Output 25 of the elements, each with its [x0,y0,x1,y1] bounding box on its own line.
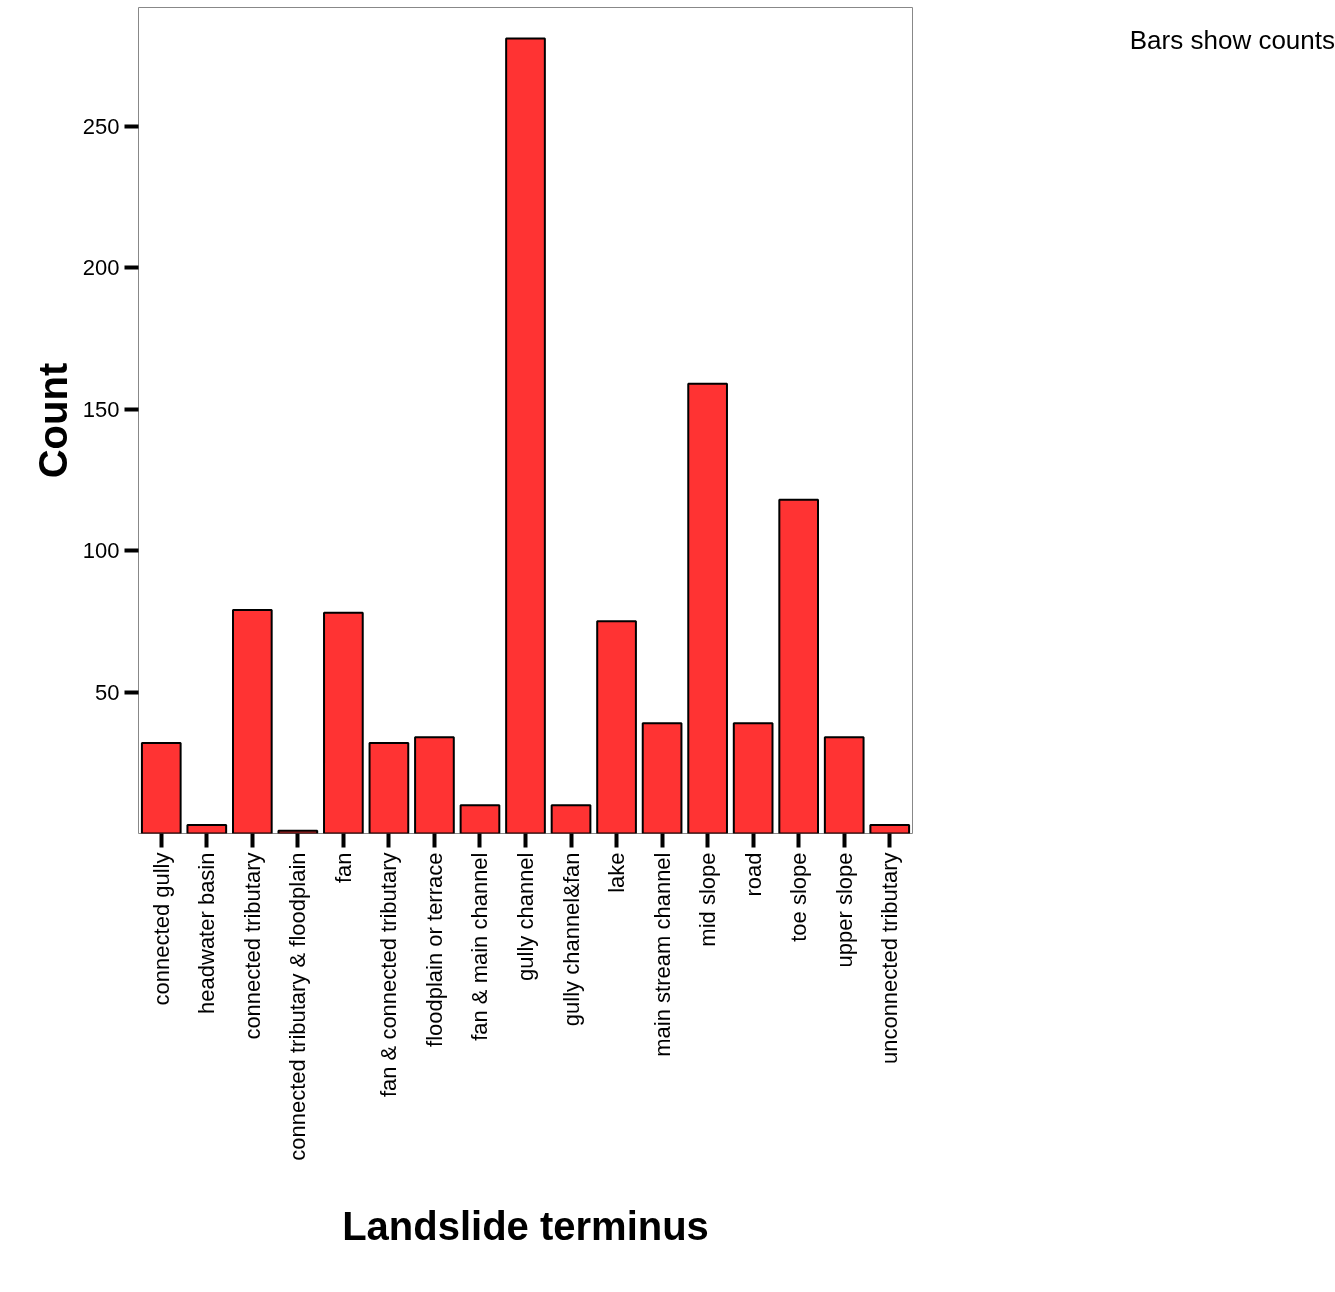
x-tick-label: upper slope [831,852,857,968]
x-tick-label: headwater basin [194,852,220,1014]
x-tick-label: unconnected tributary [877,852,903,1065]
text: Bars show counts [1129,24,1335,57]
y-tick-label: 250 [82,113,120,139]
x-tick-label: connected tributary & floodplain [285,852,311,1161]
x-axis-title: Landslide terminus [342,1203,709,1248]
y-tick-label: 200 [82,255,120,281]
y-axis-title: Count [30,362,75,479]
y-tick-label: 150 [82,396,120,422]
x-tick-label: floodplain or terrace [421,852,447,1047]
x-tick-label: road [740,852,766,897]
x-tick-label: toe slope [786,852,812,942]
y-tick-label: 50 [95,679,120,705]
x-tick-label: lake [604,852,630,893]
x-tick-label: fan [330,852,356,884]
x-tick-label: gully channel [513,852,538,981]
x-tick-label: main stream channel [649,852,675,1057]
y-tick-label: 100 [82,538,120,564]
x-tick-label: fan & connected tributary [376,852,402,1098]
x-tick-label: fan & main channel [467,852,493,1041]
x-tick-label: connected gully [148,852,174,1006]
x-tick-label: mid slope [695,852,721,947]
x-tick-label: connected tributary [239,852,265,1040]
x-tick-label: gully channel&fan [558,852,584,1027]
